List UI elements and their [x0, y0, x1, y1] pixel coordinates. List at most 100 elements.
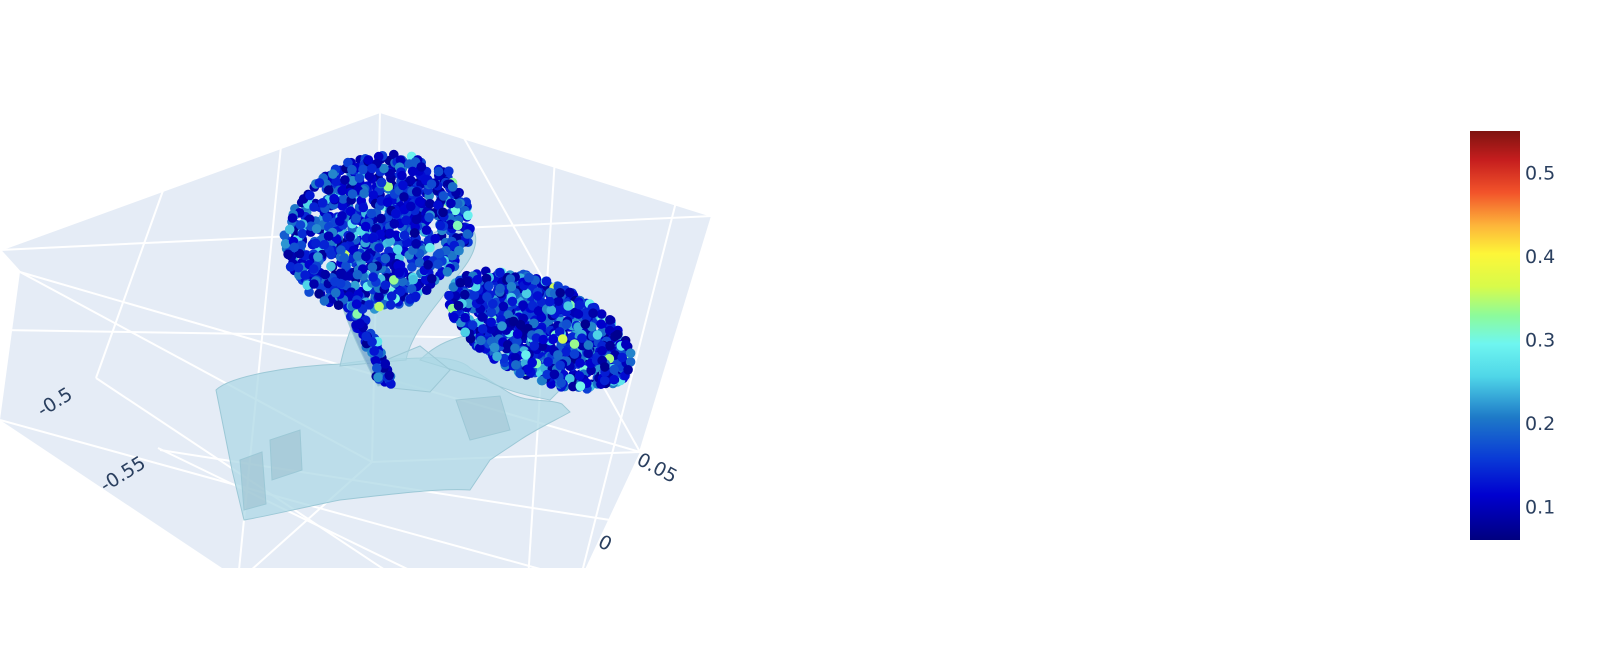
- scatter-point: [351, 299, 362, 310]
- scatter-point: [486, 317, 497, 328]
- scatter-point: [532, 291, 543, 301]
- colorbar: 0.1 0.2 0.3 0.4 0.5: [1470, 131, 1555, 540]
- scatter-point: [398, 180, 408, 191]
- scatter-point: [446, 198, 456, 209]
- scatter-point: [331, 176, 342, 187]
- scatter-point: [284, 224, 295, 235]
- scatter-point: [354, 173, 365, 183]
- scatter-point: [460, 312, 470, 323]
- scatter-point: [339, 252, 350, 263]
- scatter-point: [481, 273, 492, 284]
- scatter-point: [393, 260, 403, 271]
- scatter-point: [621, 339, 631, 350]
- scatter-point: [372, 363, 382, 373]
- scatter-point: [370, 356, 381, 366]
- scatter-point: [524, 272, 534, 283]
- scatter-point: [484, 281, 494, 291]
- scatter-point: [433, 166, 444, 177]
- scatter-point: [340, 175, 350, 185]
- scatter-point: [488, 299, 498, 309]
- scatter-point: [523, 364, 533, 374]
- scatter-point: [617, 352, 627, 363]
- scatter-point: [396, 286, 406, 297]
- scatter-point: [391, 209, 401, 219]
- scatter-point: [411, 239, 421, 249]
- scatter-point: [427, 273, 437, 284]
- scatter-point: [351, 213, 361, 224]
- scatter-point: [561, 347, 572, 357]
- scatter-point: [538, 334, 549, 345]
- scatter-point: [358, 202, 369, 213]
- scatter-point: [397, 170, 407, 181]
- scatter-point: [502, 340, 513, 350]
- scatter-point: [561, 319, 572, 330]
- colorbar-tick-label: 0.4: [1525, 246, 1555, 268]
- scatter-point: [389, 149, 399, 160]
- scatter-point: [385, 300, 396, 310]
- scatter-point: [444, 290, 454, 301]
- scatter-point: [574, 300, 585, 310]
- scatter-point: [421, 285, 432, 296]
- scatter-point: [426, 179, 437, 189]
- scatter-point: [597, 346, 607, 356]
- scatter-point: [344, 271, 354, 281]
- scatter-point: [529, 341, 540, 351]
- scatter-point: [336, 268, 347, 279]
- colorbar-tick-label: 0.3: [1525, 330, 1555, 352]
- scatter-point: [596, 309, 607, 319]
- scatter-point: [433, 259, 443, 270]
- scatter-point: [506, 281, 517, 292]
- scatter-point: [503, 310, 514, 320]
- scatter-point: [495, 267, 505, 278]
- scatter-point: [397, 276, 408, 287]
- scatter-point: [323, 185, 334, 195]
- scatter-point: [309, 279, 319, 289]
- scatter-point: [477, 312, 487, 322]
- scatter-point: [308, 264, 319, 274]
- scatter-point: [305, 190, 315, 201]
- scatter-point: [311, 238, 321, 249]
- scatter-point: [549, 369, 560, 380]
- scatter-point: [322, 212, 332, 223]
- scatter-point: [557, 334, 568, 344]
- scene-floor: [0, 272, 640, 568]
- scatter-point: [407, 166, 418, 177]
- scatter-point: [406, 201, 416, 212]
- scatter-point: [389, 275, 399, 285]
- scatter-point: [452, 220, 463, 231]
- scatter-point: [374, 243, 384, 253]
- scatter-point: [416, 162, 427, 172]
- scatter-point: [452, 198, 463, 209]
- scatter-point: [295, 220, 306, 230]
- scatter-point: [319, 296, 330, 306]
- tick-label-right-1: 0.05: [633, 449, 681, 488]
- scatter-point: [462, 229, 473, 239]
- scatter-point: [313, 252, 323, 262]
- scatter-point: [385, 228, 395, 239]
- scatter-point: [384, 370, 395, 381]
- scatter-point: [368, 272, 378, 282]
- scatter-point: [409, 228, 420, 238]
- scatter-point: [411, 291, 421, 302]
- scatter-point: [314, 289, 324, 299]
- scatter-point: [546, 305, 557, 315]
- scatter-point: [577, 333, 587, 344]
- scatter-point: [376, 177, 387, 188]
- scene-3d: [0, 112, 713, 568]
- scatter-point: [414, 197, 425, 207]
- colorbar-tick-label: 0.2: [1525, 413, 1555, 435]
- scatter-point: [568, 381, 578, 392]
- scatter-point: [505, 274, 516, 284]
- scatter-point: [435, 220, 446, 231]
- scatter-point: [361, 251, 371, 262]
- scatter-point: [330, 288, 341, 298]
- scatter-point: [541, 276, 552, 287]
- scatter-point: [625, 357, 636, 367]
- scatter-point: [314, 178, 325, 188]
- scatter-point: [463, 210, 473, 221]
- scatter-point: [336, 245, 346, 255]
- scatter-point: [489, 342, 500, 353]
- scatter-point: [337, 211, 347, 221]
- scatter-point: [424, 212, 434, 223]
